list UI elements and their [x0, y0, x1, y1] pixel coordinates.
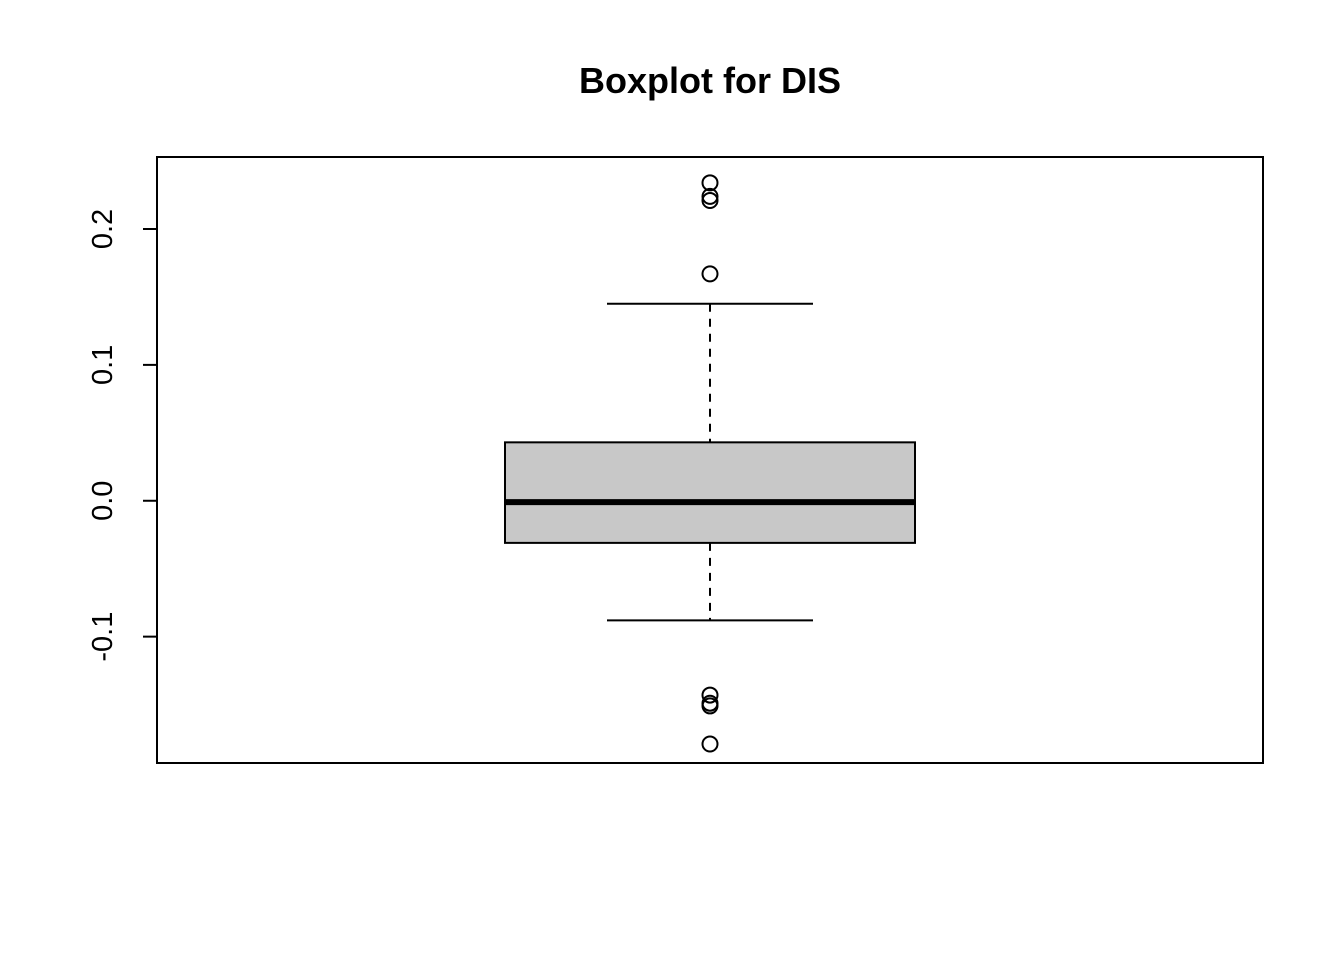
box-group: [504, 302, 916, 622]
interquartile-box: [504, 441, 916, 544]
y-tick-label: 0.0: [87, 481, 119, 521]
chart-title: Boxplot for DIS: [579, 60, 841, 101]
y-tick-label: 0.1: [87, 345, 119, 385]
outlier-point: [701, 265, 719, 283]
y-axis: -0.1 0.0 0.1 0.2: [87, 209, 158, 662]
outlier-point: [701, 686, 719, 704]
outlier-point: [701, 735, 719, 753]
outlier-group: [701, 174, 719, 753]
outlier-point: [701, 174, 719, 192]
outlier-point: [701, 191, 719, 209]
outlier-point: [701, 697, 719, 715]
outlier-point: [701, 187, 719, 205]
y-tick-label: -0.1: [87, 612, 119, 662]
y-tick-label: 0.2: [87, 209, 119, 249]
